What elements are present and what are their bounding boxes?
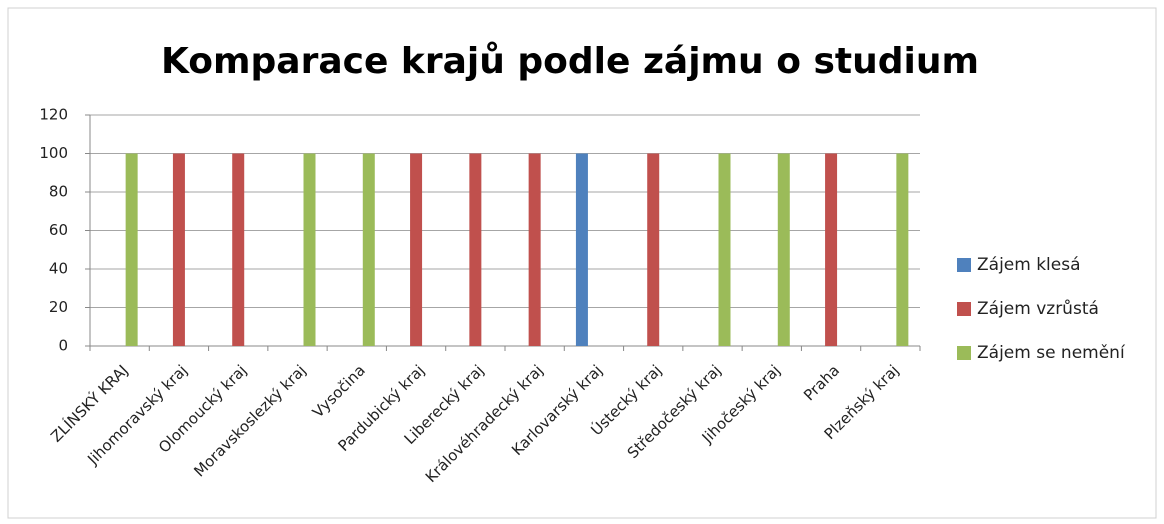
y-tick-label: 80 <box>49 183 68 201</box>
legend-swatch <box>957 302 971 316</box>
bar <box>825 153 838 346</box>
bar <box>125 153 138 346</box>
bar <box>777 153 790 346</box>
y-tick-label: 20 <box>49 298 68 316</box>
bar <box>528 153 541 346</box>
legend-label: Zájem klesá <box>977 255 1081 275</box>
bar <box>303 153 316 346</box>
bar <box>172 153 185 346</box>
y-tick-label: 40 <box>49 260 68 278</box>
y-tick-label: 60 <box>49 221 68 239</box>
legend-swatch <box>957 346 971 360</box>
bar <box>718 153 731 346</box>
bar <box>647 153 660 346</box>
y-tick-label: 100 <box>39 144 68 162</box>
bar <box>575 153 588 346</box>
legend-label: Zájem se nemění <box>977 343 1126 363</box>
bar <box>410 153 423 346</box>
legend-label: Zájem vzrůstá <box>977 299 1099 319</box>
bar <box>896 153 909 346</box>
bar <box>469 153 482 346</box>
bar <box>232 153 245 346</box>
bar <box>362 153 375 346</box>
chart-title: Komparace krajů podle zájmu o studium <box>161 41 979 82</box>
y-tick-label: 0 <box>58 337 68 355</box>
legend-swatch <box>957 258 971 272</box>
y-tick-label: 120 <box>39 106 68 124</box>
